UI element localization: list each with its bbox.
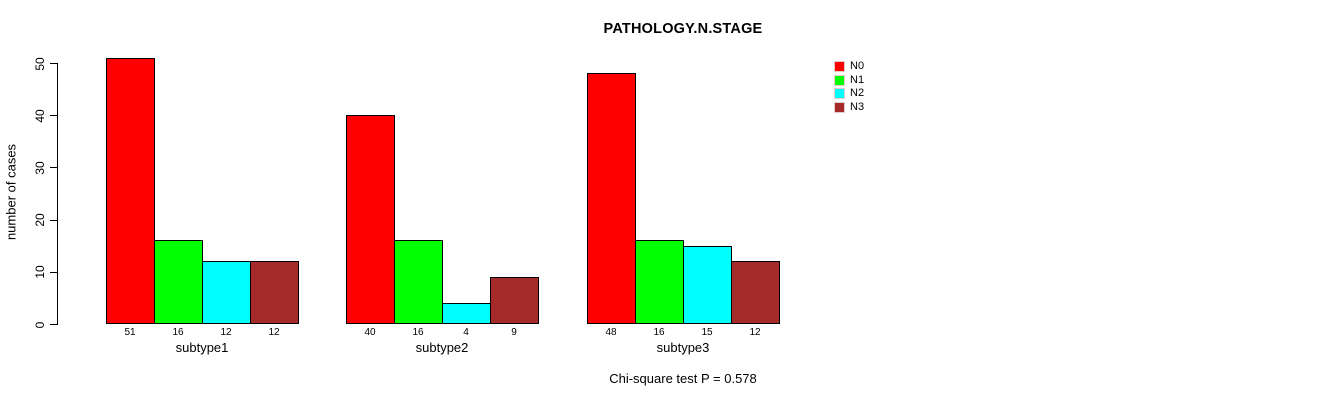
bar-value-label: 9 [511,327,517,338]
chart-title: PATHOLOGY.N.STAGE [603,21,763,37]
bar-subtype3-N0 [587,73,636,324]
x-category-label: subtype2 [415,340,469,355]
bar-subtype2-N0 [346,115,395,324]
y-tick-label: 40 [33,109,47,123]
bar-value-label: 16 [172,327,184,338]
y-tick-mark [50,324,57,325]
legend-item-N2: N2 [834,87,864,101]
y-tick-mark [50,63,57,64]
bar-subtype3-N3 [731,261,780,324]
x-category-label: subtype3 [656,340,710,355]
legend-label: N3 [850,100,865,113]
legend-swatch-icon [834,101,845,113]
bar-subtype1-N3 [250,261,299,324]
bar-subtype2-N3 [490,277,539,324]
bar-subtype2-N2 [442,303,491,324]
bar-subtype3-N1 [635,240,684,324]
legend: N0 N1 N2 N3 [834,60,864,114]
chi-square-annotation: Chi-square test P = 0.578 [609,371,757,386]
bar-subtype1-N0 [106,58,155,324]
y-tick-mark [50,219,57,221]
legend-swatch-icon [834,88,845,100]
y-tick-label: 10 [33,265,47,279]
bar-subtype1-N2 [202,261,251,324]
bar-value-label: 12 [220,327,232,338]
y-tick-label: 0 [33,321,47,328]
bar-value-label: 15 [701,327,713,338]
bar-value-label: 40 [364,327,376,338]
bar-value-label: 4 [463,327,469,338]
bar-subtype2-N1 [394,240,443,324]
y-tick-mark [50,271,57,273]
bar-value-label: 16 [412,327,424,338]
bar-value-label: 51 [124,327,136,338]
legend-item-N3: N3 [834,101,864,115]
bar-subtype1-N1 [154,240,203,324]
bar-value-label: 48 [605,327,617,338]
legend-swatch-icon [834,61,845,73]
y-tick-mark [50,115,57,117]
bar-value-label: 16 [653,327,665,338]
legend-label: N1 [850,73,865,86]
legend-item-N0: N0 [834,60,864,74]
bar-subtype3-N2 [683,246,732,324]
legend-swatch-icon [834,74,845,86]
legend-label: N0 [850,60,865,73]
legend-label: N2 [850,87,865,100]
y-axis-line [57,63,58,325]
y-tick-label: 20 [33,213,47,227]
legend-item-N1: N1 [834,74,864,88]
bar-value-label: 12 [268,327,280,338]
y-tick-label: 30 [33,161,47,175]
x-category-label: subtype1 [175,340,229,355]
bar-value-label: 12 [749,327,761,338]
y-tick-mark [50,167,57,169]
y-tick-label: 50 [33,56,47,71]
